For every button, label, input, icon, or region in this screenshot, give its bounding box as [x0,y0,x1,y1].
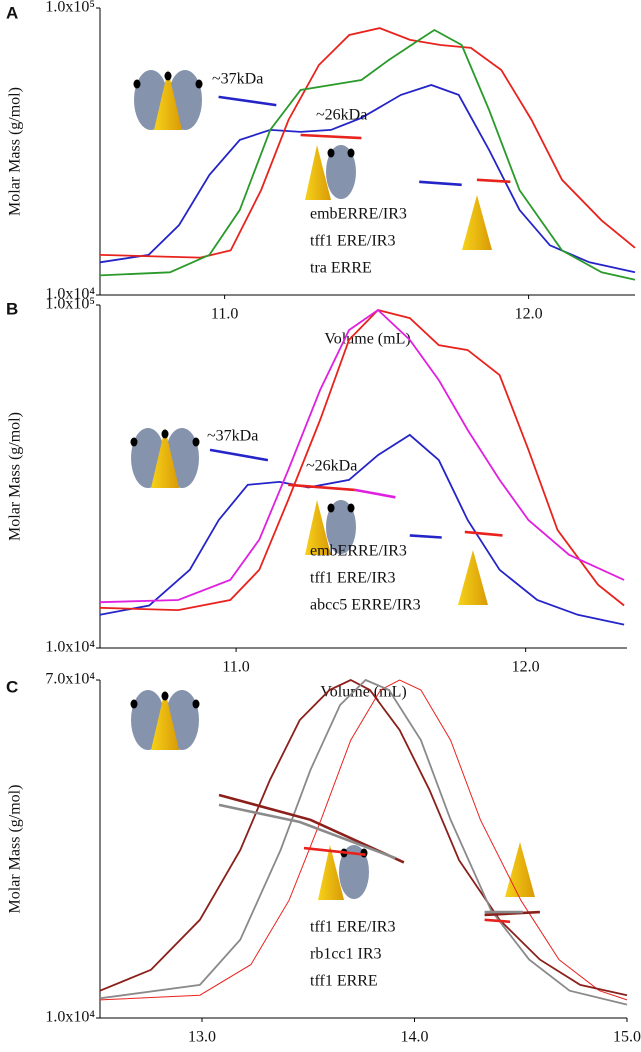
molar-mass-line [218,95,277,107]
legend-entry: tff1 ERE/IR3 [310,919,395,936]
legend-entry: tff1 ERE/IR3 [310,233,395,250]
trace-line [99,433,625,626]
ligand [151,428,179,488]
trace-line [99,27,636,259]
dot [130,437,138,447]
dot [327,503,335,513]
annotation: ~37kDa [207,428,258,445]
y-tick-label: 1.0x10⁵ [45,0,95,16]
molar-mass-line [218,803,396,860]
x-tick-label: 15.0 [613,1029,641,1046]
x-tick-label: 12.0 [512,659,540,676]
x-axis-label: Volume (mL) [324,331,410,348]
dot [164,71,172,81]
panel-label: A [6,3,18,22]
ligand [305,500,331,555]
trace-line [99,308,625,612]
ligand [305,145,331,200]
dot [161,429,169,439]
ligand [462,195,492,250]
legend-entry: tff1 ERRE [310,973,378,990]
x-tick-label: 14.0 [401,1029,429,1046]
legend-entry: tff1 ERE/IR3 [310,570,395,587]
y-axis-label: Molar Mass (g/mol) [7,785,24,914]
dot [327,148,335,158]
molar-mass-line [484,918,511,924]
annotation: ~26kDa [306,458,357,475]
ligand [505,842,535,897]
y-tick-label: 1.0x10⁴ [45,286,95,303]
trace-line [99,679,628,1001]
dot [347,503,355,513]
legend-entry: tra ERRE [310,260,372,277]
molar-mass-line [303,846,366,856]
dot [347,148,355,158]
ligand [318,845,344,900]
panel-label: C [6,677,18,696]
ligand [151,690,179,750]
subunit [326,145,356,199]
trace-line [99,28,636,281]
dot [192,699,200,709]
y-axis-label: Molar Mass (g/mol) [7,412,24,541]
subunit [339,845,369,899]
molar-mass-line [300,133,362,140]
molar-mass-line [484,910,540,917]
molar-mass-line [419,180,462,187]
trace-line [99,678,628,1006]
legend-entry: rb1cc1 IR3 [310,946,382,963]
annotation: ~37kDa [212,71,263,88]
x-tick-label: 11.0 [211,306,238,323]
x-tick-label: 11.0 [222,659,249,676]
molar-mass-line [464,530,503,537]
dot [192,437,200,447]
molar-mass-line [218,793,405,864]
dot [133,79,141,89]
ligand [154,70,182,130]
y-tick-label: 1.0x10⁴ [45,639,95,656]
x-tick-label: 12.0 [515,306,543,323]
y-axis-label: Molar Mass (g/mol) [7,87,24,216]
legend-entry: embERRE/IR3 [310,543,407,560]
subunit [326,500,356,554]
molar-mass-line [209,448,269,462]
y-tick-label: 1.0x10⁵ [45,296,95,313]
dot [161,691,169,701]
panel-label: B [6,299,18,318]
ligand [458,550,488,605]
molar-mass-line [476,178,511,184]
y-tick-label: 1.0x10⁴ [45,1009,95,1026]
x-tick-label: 13.0 [188,1029,216,1046]
molar-mass-line [288,483,355,492]
molar-mass-line [409,534,442,539]
legend-entry: embERRE/IR3 [310,206,407,223]
trace-line [99,308,625,604]
dot [195,79,203,89]
dot [130,699,138,709]
annotation: ~26kDa [316,107,367,124]
molar-mass-line [354,488,396,499]
legend-entry: abcc5 ERRE/IR3 [310,597,421,614]
y-tick-label: 7.0x10⁴ [45,671,95,688]
trace-line [99,84,636,274]
